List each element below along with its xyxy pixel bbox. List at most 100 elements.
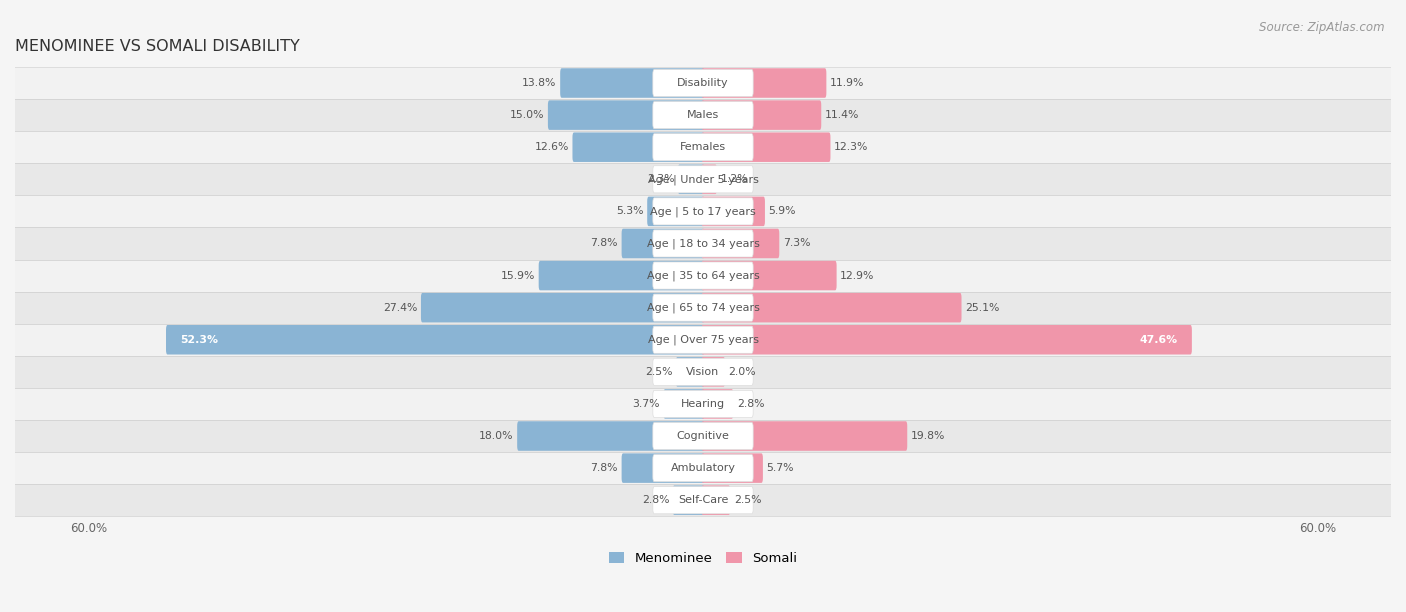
FancyBboxPatch shape (652, 390, 754, 417)
Text: Cognitive: Cognitive (676, 431, 730, 441)
FancyBboxPatch shape (652, 358, 754, 386)
FancyBboxPatch shape (538, 261, 704, 290)
FancyBboxPatch shape (517, 421, 704, 451)
Text: Self-Care: Self-Care (678, 495, 728, 505)
Text: 5.3%: 5.3% (616, 206, 644, 217)
Text: 27.4%: 27.4% (382, 303, 418, 313)
Bar (0, 131, 1406, 163)
Text: Age | 35 to 64 years: Age | 35 to 64 years (647, 271, 759, 281)
Text: 2.5%: 2.5% (734, 495, 761, 505)
Text: Hearing: Hearing (681, 399, 725, 409)
Text: Disability: Disability (678, 78, 728, 88)
FancyBboxPatch shape (702, 165, 717, 194)
FancyBboxPatch shape (621, 453, 704, 483)
FancyBboxPatch shape (652, 166, 754, 193)
Bar (0, 259, 1406, 291)
Bar (0, 388, 1406, 420)
Text: Age | 65 to 74 years: Age | 65 to 74 years (647, 302, 759, 313)
Text: 11.4%: 11.4% (825, 110, 859, 120)
FancyBboxPatch shape (560, 69, 704, 98)
FancyBboxPatch shape (702, 261, 837, 290)
Text: 5.9%: 5.9% (769, 206, 796, 217)
FancyBboxPatch shape (652, 133, 754, 161)
Text: 18.0%: 18.0% (479, 431, 513, 441)
Text: 3.7%: 3.7% (633, 399, 659, 409)
Bar (0, 484, 1406, 517)
Text: 2.3%: 2.3% (647, 174, 675, 184)
FancyBboxPatch shape (702, 196, 765, 226)
Text: Ambulatory: Ambulatory (671, 463, 735, 473)
Text: 5.7%: 5.7% (766, 463, 794, 473)
Text: Age | Under 5 years: Age | Under 5 years (648, 174, 758, 185)
FancyBboxPatch shape (652, 198, 754, 225)
FancyBboxPatch shape (621, 229, 704, 258)
FancyBboxPatch shape (572, 132, 704, 162)
FancyBboxPatch shape (652, 69, 754, 97)
FancyBboxPatch shape (702, 389, 733, 419)
FancyBboxPatch shape (702, 69, 827, 98)
Text: 47.6%: 47.6% (1140, 335, 1178, 345)
Text: 15.0%: 15.0% (510, 110, 544, 120)
Bar (0, 228, 1406, 259)
FancyBboxPatch shape (702, 229, 779, 258)
Text: Vision: Vision (686, 367, 720, 377)
FancyBboxPatch shape (676, 357, 704, 387)
FancyBboxPatch shape (652, 102, 754, 129)
FancyBboxPatch shape (652, 487, 754, 514)
FancyBboxPatch shape (664, 389, 704, 419)
FancyBboxPatch shape (652, 455, 754, 482)
Bar (0, 291, 1406, 324)
Text: 1.2%: 1.2% (720, 174, 748, 184)
FancyBboxPatch shape (652, 326, 754, 353)
FancyBboxPatch shape (673, 485, 704, 515)
Text: 12.3%: 12.3% (834, 142, 869, 152)
FancyBboxPatch shape (702, 453, 763, 483)
FancyBboxPatch shape (166, 325, 704, 354)
Text: Females: Females (681, 142, 725, 152)
FancyBboxPatch shape (652, 230, 754, 257)
Text: 25.1%: 25.1% (965, 303, 1000, 313)
Text: 7.3%: 7.3% (783, 239, 810, 248)
Text: 12.6%: 12.6% (534, 142, 569, 152)
Legend: Menominee, Somali: Menominee, Somali (603, 547, 803, 570)
FancyBboxPatch shape (420, 293, 704, 323)
Text: 15.9%: 15.9% (501, 271, 536, 280)
Bar (0, 452, 1406, 484)
Text: 11.9%: 11.9% (830, 78, 865, 88)
Text: MENOMINEE VS SOMALI DISABILITY: MENOMINEE VS SOMALI DISABILITY (15, 40, 299, 54)
FancyBboxPatch shape (702, 100, 821, 130)
Text: 2.8%: 2.8% (641, 495, 669, 505)
FancyBboxPatch shape (702, 132, 831, 162)
FancyBboxPatch shape (652, 422, 754, 450)
FancyBboxPatch shape (652, 294, 754, 321)
Bar (0, 67, 1406, 99)
FancyBboxPatch shape (678, 165, 704, 194)
Text: 19.8%: 19.8% (911, 431, 945, 441)
Bar (0, 99, 1406, 131)
FancyBboxPatch shape (702, 485, 730, 515)
Text: 7.8%: 7.8% (591, 239, 619, 248)
Bar (0, 356, 1406, 388)
FancyBboxPatch shape (702, 325, 1192, 354)
FancyBboxPatch shape (647, 196, 704, 226)
Text: 2.0%: 2.0% (728, 367, 756, 377)
FancyBboxPatch shape (548, 100, 704, 130)
Text: Age | 18 to 34 years: Age | 18 to 34 years (647, 238, 759, 248)
FancyBboxPatch shape (702, 421, 907, 451)
Text: Age | Over 75 years: Age | Over 75 years (648, 335, 758, 345)
Bar (0, 163, 1406, 195)
Bar (0, 195, 1406, 228)
Text: 12.9%: 12.9% (841, 271, 875, 280)
Text: 2.5%: 2.5% (645, 367, 672, 377)
Text: 7.8%: 7.8% (591, 463, 619, 473)
Text: Age | 5 to 17 years: Age | 5 to 17 years (650, 206, 756, 217)
Bar (0, 324, 1406, 356)
Text: 2.8%: 2.8% (737, 399, 765, 409)
Text: Source: ZipAtlas.com: Source: ZipAtlas.com (1260, 21, 1385, 34)
FancyBboxPatch shape (652, 262, 754, 289)
Text: 13.8%: 13.8% (522, 78, 557, 88)
Text: 52.3%: 52.3% (180, 335, 218, 345)
FancyBboxPatch shape (702, 293, 962, 323)
Text: Males: Males (688, 110, 718, 120)
Bar (0, 420, 1406, 452)
